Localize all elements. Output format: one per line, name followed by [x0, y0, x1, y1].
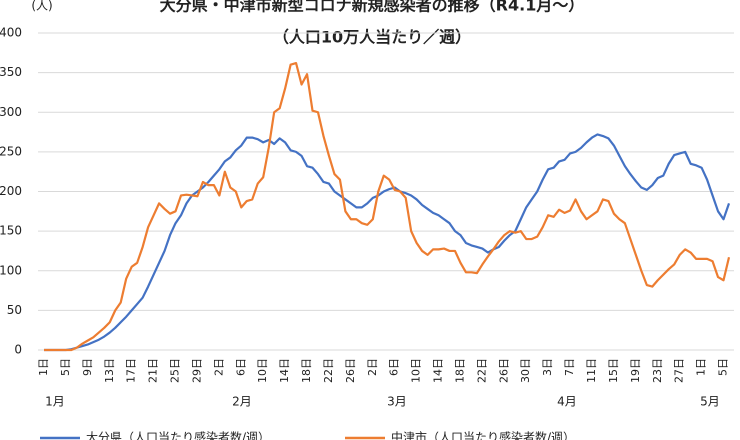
legend-label: 大分県（人口当たり感染者数/週）	[86, 430, 270, 440]
x-tick-label: 26日	[497, 358, 510, 383]
month-label: 1月	[45, 395, 65, 409]
x-tick-label: 14日	[432, 358, 445, 383]
x-tick-label: 23日	[651, 358, 664, 383]
x-tick-label: 6日	[234, 358, 247, 376]
x-tick-label: 19日	[629, 358, 642, 383]
series-line	[44, 133, 731, 352]
y-tick-label: 250	[0, 144, 22, 158]
month-label: 5月	[700, 395, 720, 409]
y-tick-label: 50	[7, 303, 22, 317]
x-tick-label: 6日	[388, 358, 401, 376]
x-tick-label: 26日	[344, 358, 357, 383]
x-tick-label: 22日	[322, 358, 335, 383]
legend-label: 中津市（人口当たり感染者数/週）	[391, 430, 575, 440]
x-tick-label: 10日	[410, 358, 423, 383]
x-tick-label: 14日	[278, 358, 291, 383]
chart-title: 大分県・中津市新型コロナ新規感染者の推移（R4.1月～）	[160, 0, 585, 15]
month-label: 4月	[557, 395, 577, 409]
x-tick-label: 22日	[475, 358, 488, 383]
series-line	[44, 62, 731, 352]
x-tick-label: 2日	[366, 358, 379, 376]
x-tick-label: 10日	[256, 358, 269, 383]
x-tick-label: 30日	[519, 358, 532, 383]
x-tick-label: 5日	[717, 358, 730, 376]
x-tick-label: 18日	[300, 358, 313, 383]
x-tick-label: 27日	[673, 358, 686, 383]
x-tick-label: 15日	[607, 358, 620, 383]
y-tick-label: 200	[0, 184, 22, 198]
x-tick-label: 1日	[695, 358, 708, 376]
y-tick-label: 300	[0, 105, 22, 119]
x-tick-label: 21日	[147, 358, 160, 383]
y-unit: (人)	[31, 0, 52, 13]
x-tick-label: 11日	[585, 358, 598, 383]
x-tick-label: 2日	[212, 358, 225, 376]
x-tick-label: 1日	[37, 358, 50, 376]
x-tick-label: 18日	[453, 358, 466, 383]
x-tick-label: 29日	[190, 358, 203, 383]
y-tick-label: 350	[0, 65, 22, 79]
y-tick-label: 100	[0, 263, 22, 277]
month-label: 2月	[232, 395, 252, 409]
x-tick-label: 3日	[541, 358, 554, 376]
month-label: 3月	[387, 395, 407, 409]
x-tick-label: 25日	[169, 358, 182, 383]
x-tick-label: 13日	[103, 358, 116, 383]
x-tick-label: 7日	[563, 358, 576, 376]
x-tick-label: 5日	[59, 358, 72, 376]
y-tick-label: 400	[0, 26, 22, 40]
y-tick-label: 150	[0, 224, 22, 238]
x-tick-label: 9日	[81, 358, 94, 376]
x-tick-label: 17日	[125, 358, 138, 383]
y-tick-label: 0	[14, 343, 22, 357]
chart-subtitle: （人口10万人当たり／週）	[273, 28, 471, 47]
